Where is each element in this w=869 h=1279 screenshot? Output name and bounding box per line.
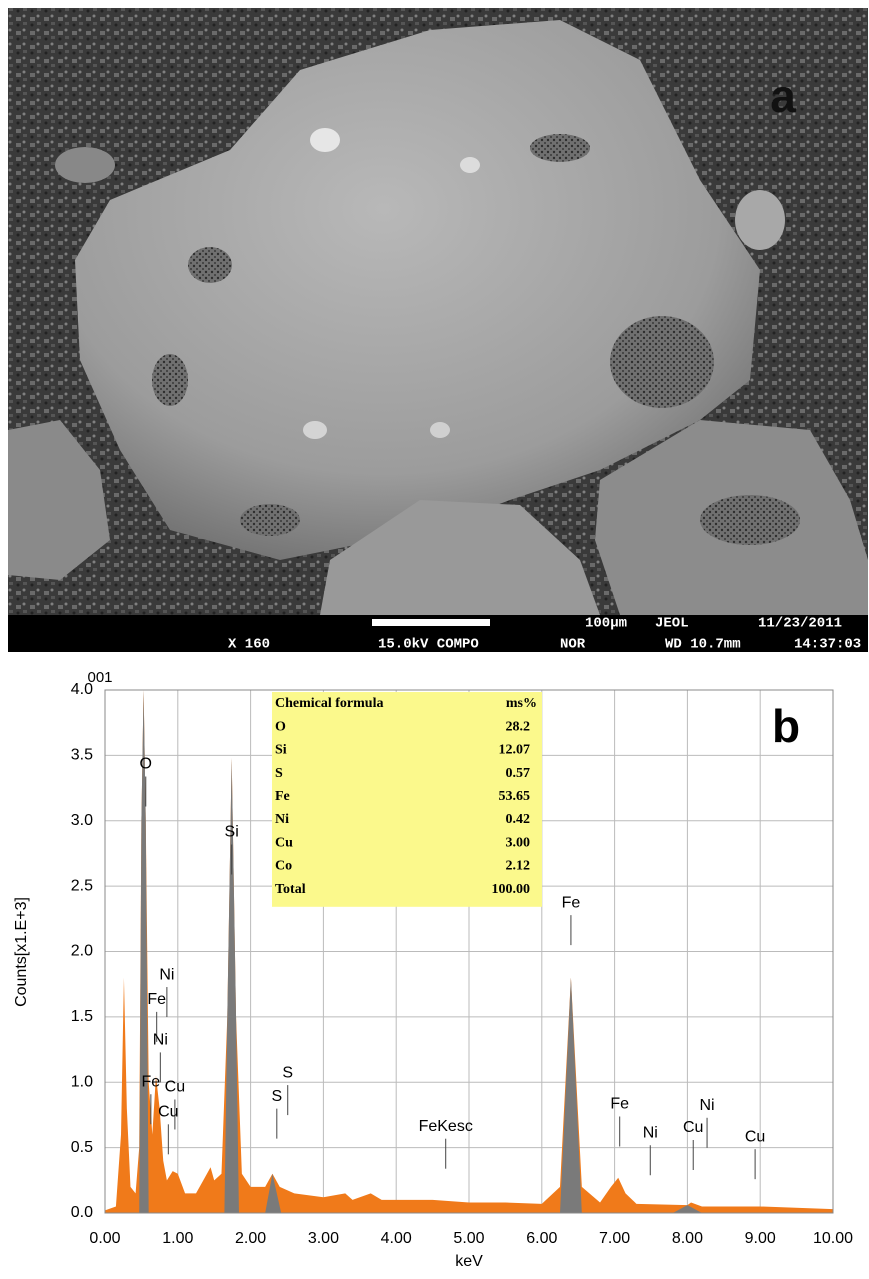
scale-bar-label: 100μm [585, 616, 627, 632]
table-cell: 2.12 [506, 859, 531, 874]
x-tick-label: 10.00 [813, 1230, 853, 1247]
peak-label: Ni [159, 966, 174, 983]
peak-label: Cu [683, 1119, 703, 1136]
y-tick-label: 1.0 [71, 1073, 93, 1090]
y-tick-label: 2.5 [71, 877, 93, 894]
panel-label: b [772, 700, 800, 752]
x-axis-title: keV [455, 1253, 483, 1270]
y-tick-label: 1.5 [71, 1008, 93, 1025]
table-header: ms% [506, 696, 537, 711]
table-cell: 3.00 [506, 835, 531, 850]
sem-image: a 100μm JEOL 11/23/2011 X 160 15.0kV COM… [8, 8, 868, 653]
x-tick-label: 2.00 [235, 1230, 266, 1247]
table-cell: Ni [275, 812, 289, 827]
y-tick-label: 3.0 [71, 812, 93, 829]
table-cell: 0.42 [506, 812, 531, 827]
x-tick-label: 6.00 [526, 1230, 557, 1247]
spectrum-area [672, 1205, 702, 1213]
y-tick-label: 3.5 [71, 747, 93, 764]
peak-label: Cu [165, 1079, 185, 1096]
peak-label: O [140, 756, 152, 773]
table-cell: 0.57 [506, 766, 531, 781]
peak-label: Si [225, 824, 239, 841]
peak-label: Cu [158, 1104, 178, 1121]
x-tick-label: 5.00 [453, 1230, 484, 1247]
panel-label: a [770, 70, 796, 122]
peak-label: Fe [610, 1096, 629, 1113]
peak-label: Fe [147, 991, 166, 1008]
spectrum-area [224, 757, 239, 1213]
working-distance: WD 10.7mm [665, 637, 741, 653]
x-tick-label: 1.00 [162, 1230, 193, 1247]
peak-label: FeKesc [419, 1118, 473, 1135]
table-cell: Cu [275, 835, 293, 850]
table-cell: Co [275, 859, 292, 874]
x-tick-label: 4.00 [381, 1230, 412, 1247]
spectrum-area [560, 977, 582, 1213]
table-header: Chemical formula [275, 696, 383, 711]
table-cell: 12.07 [499, 743, 531, 758]
table-cell: 100.00 [492, 882, 531, 897]
y-tick-label: 0.0 [71, 1204, 93, 1221]
magnification: X 160 [228, 637, 270, 653]
time: 14:37:03 [794, 637, 861, 653]
table-cell: S [275, 766, 283, 781]
table-cell: 28.2 [506, 719, 531, 734]
peak-label: Fe [142, 1073, 161, 1090]
peak-label: Cu [745, 1128, 765, 1145]
voltage-mode: 15.0kV COMPO [378, 637, 479, 653]
table-cell: 53.65 [499, 789, 531, 804]
x-tick-label: 3.00 [308, 1230, 339, 1247]
table-cell: O [275, 719, 286, 734]
table-cell: Total [275, 882, 306, 897]
scan-mode: NOR [560, 637, 586, 653]
date: 11/23/2011 [758, 616, 842, 632]
peak-label: Ni [700, 1097, 715, 1114]
plot-frame [104, 689, 834, 1214]
corner-text: 001 [87, 669, 112, 686]
spectrum-area [139, 690, 149, 1213]
peak-label: Fe [562, 894, 581, 911]
peak-label: Ni [643, 1124, 658, 1141]
x-tick-label: 9.00 [745, 1230, 776, 1247]
y-tick-label: 2.0 [71, 943, 93, 960]
peak-label: Ni [153, 1032, 168, 1049]
spectrum-area [265, 1173, 282, 1213]
peak-label: S [282, 1064, 293, 1081]
x-tick-label: 8.00 [672, 1230, 703, 1247]
y-tick-label: 0.5 [71, 1139, 93, 1156]
x-tick-label: 7.00 [599, 1230, 630, 1247]
table-cell: Fe [275, 789, 290, 804]
y-tick-label: 4.0 [71, 681, 93, 698]
y-axis-title: Counts[x1.E+3] [13, 897, 30, 1007]
instrument: JEOL [655, 616, 689, 632]
table-cell: Si [275, 743, 287, 758]
composition-table [272, 692, 542, 907]
x-tick-label: 0.00 [89, 1230, 120, 1247]
peak-label: S [271, 1088, 282, 1105]
